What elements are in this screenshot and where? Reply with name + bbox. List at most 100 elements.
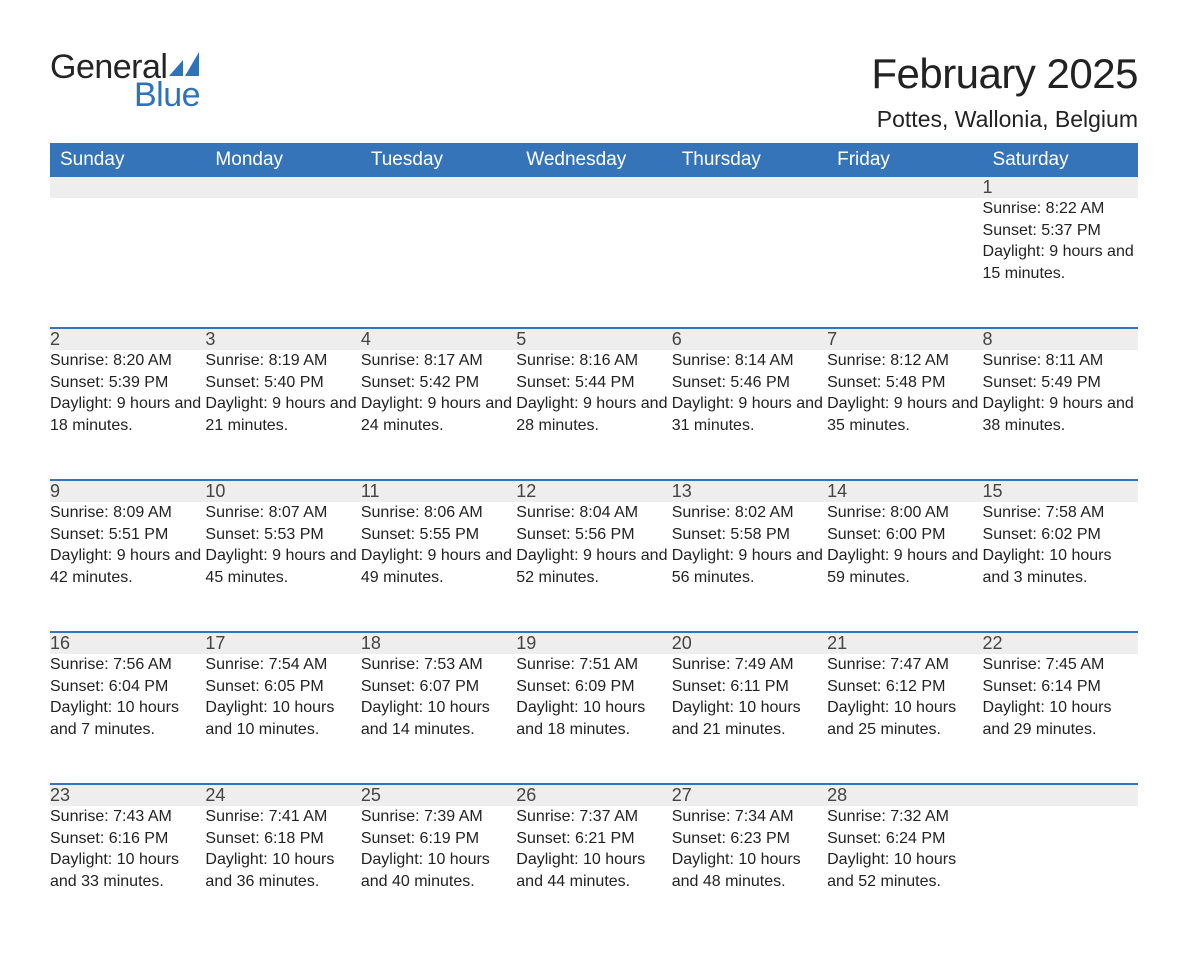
day-number: 22 <box>983 633 1138 654</box>
day-body-row: Sunrise: 7:56 AMSunset: 6:04 PMDaylight:… <box>50 654 1138 784</box>
day-cell: Sunrise: 7:54 AMSunset: 6:05 PMDaylight:… <box>205 654 360 784</box>
day-cell: Sunrise: 7:47 AMSunset: 6:12 PMDaylight:… <box>827 654 982 784</box>
sunrise-line: Sunrise: 7:39 AM <box>361 806 516 828</box>
day-number: 14 <box>827 481 982 502</box>
sunrise-line: Sunrise: 8:09 AM <box>50 502 205 524</box>
daylight-line: Daylight: 9 hours and 18 minutes. <box>50 393 205 436</box>
sunset-line: Sunset: 5:56 PM <box>516 524 671 546</box>
sunset-line: Sunset: 6:24 PM <box>827 828 982 850</box>
sunset-line: Sunset: 6:14 PM <box>983 676 1138 698</box>
daylight-line: Daylight: 10 hours and 21 minutes. <box>672 697 827 740</box>
sunrise-line: Sunrise: 8:16 AM <box>516 350 671 372</box>
daylight-line: Daylight: 9 hours and 31 minutes. <box>672 393 827 436</box>
day-number-row: 2345678 <box>50 329 1138 350</box>
day-number: 17 <box>205 633 360 654</box>
weekday-header: Sunday <box>50 143 205 177</box>
day-number: 6 <box>672 329 827 350</box>
day-cell: Sunrise: 7:34 AMSunset: 6:23 PMDaylight:… <box>672 806 827 936</box>
sunset-line: Sunset: 6:00 PM <box>827 524 982 546</box>
weekday-header: Wednesday <box>516 143 671 177</box>
daylight-line: Daylight: 9 hours and 52 minutes. <box>516 545 671 588</box>
sunset-line: Sunset: 6:16 PM <box>50 828 205 850</box>
sunset-line: Sunset: 6:11 PM <box>672 676 827 698</box>
sunrise-line: Sunrise: 8:19 AM <box>205 350 360 372</box>
calendar-header-row: SundayMondayTuesdayWednesdayThursdayFrid… <box>50 143 1138 177</box>
daylight-line: Daylight: 10 hours and 25 minutes. <box>827 697 982 740</box>
calendar-page: General Blue February 2025 Pottes, Wallo… <box>0 0 1188 976</box>
sunset-line: Sunset: 5:49 PM <box>983 372 1138 394</box>
day-number-row: 232425262728 <box>50 785 1138 806</box>
daylight-line: Daylight: 10 hours and 40 minutes. <box>361 849 516 892</box>
day-number: 2 <box>50 329 205 350</box>
day-cell: Sunrise: 7:58 AMSunset: 6:02 PMDaylight:… <box>983 502 1138 632</box>
daylight-line: Daylight: 9 hours and 35 minutes. <box>827 393 982 436</box>
daylight-line: Daylight: 9 hours and 42 minutes. <box>50 545 205 588</box>
empty-day-cell <box>983 806 1138 936</box>
weekday-header: Saturday <box>983 143 1138 177</box>
empty-day-cell <box>361 198 516 328</box>
day-number: 8 <box>983 329 1138 350</box>
month-year-title: February 2025 <box>871 50 1138 98</box>
day-cell: Sunrise: 8:00 AMSunset: 6:00 PMDaylight:… <box>827 502 982 632</box>
day-cell: Sunrise: 7:39 AMSunset: 6:19 PMDaylight:… <box>361 806 516 936</box>
day-cell: Sunrise: 7:56 AMSunset: 6:04 PMDaylight:… <box>50 654 205 784</box>
empty-day-cell <box>50 198 205 328</box>
sunrise-line: Sunrise: 8:20 AM <box>50 350 205 372</box>
sunset-line: Sunset: 5:51 PM <box>50 524 205 546</box>
brand-word2: Blue <box>134 78 200 112</box>
day-cell: Sunrise: 8:19 AMSunset: 5:40 PMDaylight:… <box>205 350 360 480</box>
brand-logo: General Blue <box>50 50 200 112</box>
day-cell: Sunrise: 8:14 AMSunset: 5:46 PMDaylight:… <box>672 350 827 480</box>
sunset-line: Sunset: 5:42 PM <box>361 372 516 394</box>
day-cell: Sunrise: 8:09 AMSunset: 5:51 PMDaylight:… <box>50 502 205 632</box>
calendar-table: SundayMondayTuesdayWednesdayThursdayFrid… <box>50 143 1138 936</box>
sunrise-line: Sunrise: 8:04 AM <box>516 502 671 524</box>
day-number: 12 <box>516 481 671 502</box>
sunset-line: Sunset: 6:18 PM <box>205 828 360 850</box>
day-number-row: 1 <box>50 177 1138 198</box>
daylight-line: Daylight: 10 hours and 44 minutes. <box>516 849 671 892</box>
daylight-line: Daylight: 10 hours and 33 minutes. <box>50 849 205 892</box>
sunrise-line: Sunrise: 8:00 AM <box>827 502 982 524</box>
empty-day-cell <box>516 198 671 328</box>
day-cell: Sunrise: 8:11 AMSunset: 5:49 PMDaylight:… <box>983 350 1138 480</box>
sunset-line: Sunset: 6:07 PM <box>361 676 516 698</box>
sunset-line: Sunset: 5:53 PM <box>205 524 360 546</box>
day-number-row: 9101112131415 <box>50 481 1138 502</box>
day-number: 26 <box>516 785 671 806</box>
day-cell: Sunrise: 7:32 AMSunset: 6:24 PMDaylight:… <box>827 806 982 936</box>
day-cell: Sunrise: 7:49 AMSunset: 6:11 PMDaylight:… <box>672 654 827 784</box>
day-cell: Sunrise: 8:12 AMSunset: 5:48 PMDaylight:… <box>827 350 982 480</box>
day-number: 18 <box>361 633 516 654</box>
day-number: 1 <box>983 177 1138 198</box>
day-cell: Sunrise: 7:37 AMSunset: 6:21 PMDaylight:… <box>516 806 671 936</box>
daylight-line: Daylight: 10 hours and 7 minutes. <box>50 697 205 740</box>
day-body-row: Sunrise: 8:09 AMSunset: 5:51 PMDaylight:… <box>50 502 1138 632</box>
daylight-line: Daylight: 10 hours and 14 minutes. <box>361 697 516 740</box>
daylight-line: Daylight: 10 hours and 36 minutes. <box>205 849 360 892</box>
day-number: 11 <box>361 481 516 502</box>
day-cell: Sunrise: 8:16 AMSunset: 5:44 PMDaylight:… <box>516 350 671 480</box>
sunset-line: Sunset: 5:37 PM <box>983 220 1138 242</box>
sunrise-line: Sunrise: 7:41 AM <box>205 806 360 828</box>
day-body-row: Sunrise: 8:22 AMSunset: 5:37 PMDaylight:… <box>50 198 1138 328</box>
empty-day-number <box>50 177 205 198</box>
sunrise-line: Sunrise: 7:53 AM <box>361 654 516 676</box>
sunrise-line: Sunrise: 7:58 AM <box>983 502 1138 524</box>
day-cell: Sunrise: 8:02 AMSunset: 5:58 PMDaylight:… <box>672 502 827 632</box>
day-cell: Sunrise: 8:07 AMSunset: 5:53 PMDaylight:… <box>205 502 360 632</box>
empty-day-cell <box>827 198 982 328</box>
day-number: 7 <box>827 329 982 350</box>
location-subtitle: Pottes, Wallonia, Belgium <box>871 106 1138 133</box>
sunrise-line: Sunrise: 8:22 AM <box>983 198 1138 220</box>
day-number: 16 <box>50 633 205 654</box>
daylight-line: Daylight: 9 hours and 45 minutes. <box>205 545 360 588</box>
sunrise-line: Sunrise: 7:47 AM <box>827 654 982 676</box>
day-number: 24 <box>205 785 360 806</box>
sunrise-line: Sunrise: 7:34 AM <box>672 806 827 828</box>
empty-day-cell <box>205 198 360 328</box>
sunset-line: Sunset: 5:46 PM <box>672 372 827 394</box>
sunset-line: Sunset: 6:23 PM <box>672 828 827 850</box>
page-header: General Blue February 2025 Pottes, Wallo… <box>50 50 1138 133</box>
sunrise-line: Sunrise: 8:07 AM <box>205 502 360 524</box>
